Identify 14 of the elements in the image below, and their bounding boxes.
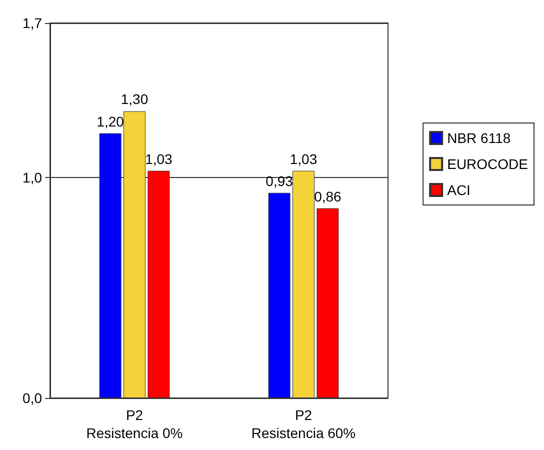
x-tick-label: P2 Resistencia 60% <box>251 407 356 441</box>
y-tick-label: 1,7 <box>22 15 42 31</box>
y-tick-label: 0,0 <box>22 390 42 406</box>
data-label: 1,20 <box>96 113 124 130</box>
legend-label: EUROCODE <box>447 156 528 172</box>
x-tick-label: P2 Resistencia 0% <box>86 407 183 441</box>
data-label: 0,86 <box>314 188 342 204</box>
data-label: 1,03 <box>290 150 318 167</box>
legend-label: NBR 6118 <box>447 130 511 146</box>
data-label: 1,30 <box>120 91 148 108</box>
y-tick-label: 1,0 <box>22 169 42 186</box>
data-label: 1,03 <box>145 150 173 167</box>
legend-label: ACI <box>447 182 470 198</box>
data-label: 0,93 <box>266 172 294 189</box>
